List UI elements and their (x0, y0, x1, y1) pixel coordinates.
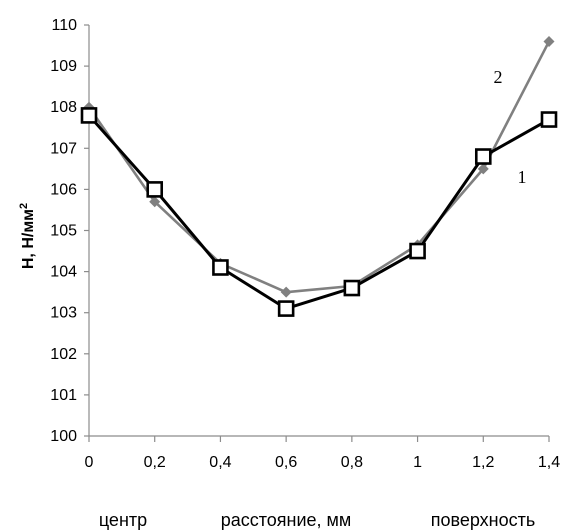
series-1-point (474, 148, 492, 165)
series-1 (80, 107, 558, 317)
series-2-point (149, 196, 161, 208)
series-layer (80, 35, 558, 317)
x-tick-label: 1,2 (472, 454, 494, 471)
x-tick-label: 1,4 (538, 454, 560, 471)
y-tick-label: 106 (50, 181, 77, 198)
y-tick-label: 110 (51, 17, 77, 34)
series-2-point (543, 35, 555, 47)
x-tick-label: 0,8 (341, 454, 363, 471)
y-axis: 100 101 102 103 104 105 106 107 108 109 110 (50, 17, 90, 445)
series-1-line (87, 114, 550, 311)
series-1-point (409, 242, 426, 260)
series-1-point (212, 259, 229, 276)
y-axis-title: Н, Н/мм2 (18, 203, 37, 269)
y-tick-label: 103 (50, 305, 77, 322)
x-axis-title: расстояние, мм (221, 510, 352, 530)
series-1-label: 1 (518, 167, 527, 187)
series-2-point (477, 163, 489, 175)
series-1-point (277, 300, 295, 317)
x-tick-label: 0,4 (209, 454, 231, 471)
series-1-point (343, 279, 361, 297)
y-tick-label: 100 (50, 428, 77, 445)
x-axis: 0 0,2 0,4 0,6 0,8 1 1,2 1,4 (85, 435, 560, 471)
y-tick-label: 102 (50, 346, 77, 363)
x-tick-label: 0,6 (275, 454, 297, 471)
x-tick-label: 0 (85, 454, 94, 471)
y-tick-label: 104 (50, 264, 77, 281)
y-tick-label: 105 (50, 223, 77, 240)
series-2-line (87, 40, 551, 294)
series-2-point (280, 286, 292, 298)
series-2 (83, 35, 555, 298)
x-tick-label: 0,2 (144, 454, 166, 471)
bottom-label-center-origin: центр (99, 510, 147, 530)
y-tick-label: 108 (50, 99, 77, 116)
series-2-label: 2 (494, 67, 503, 87)
y-tick-label: 101 (50, 387, 77, 404)
x-tick-label: 1 (413, 454, 422, 471)
bottom-label-surface: поверхность (431, 510, 536, 530)
y-tick-label: 107 (50, 140, 77, 157)
series-1-point (80, 107, 98, 124)
series-1-point (146, 181, 164, 198)
y-tick-label: 109 (50, 58, 77, 75)
series-1-point (540, 111, 558, 128)
